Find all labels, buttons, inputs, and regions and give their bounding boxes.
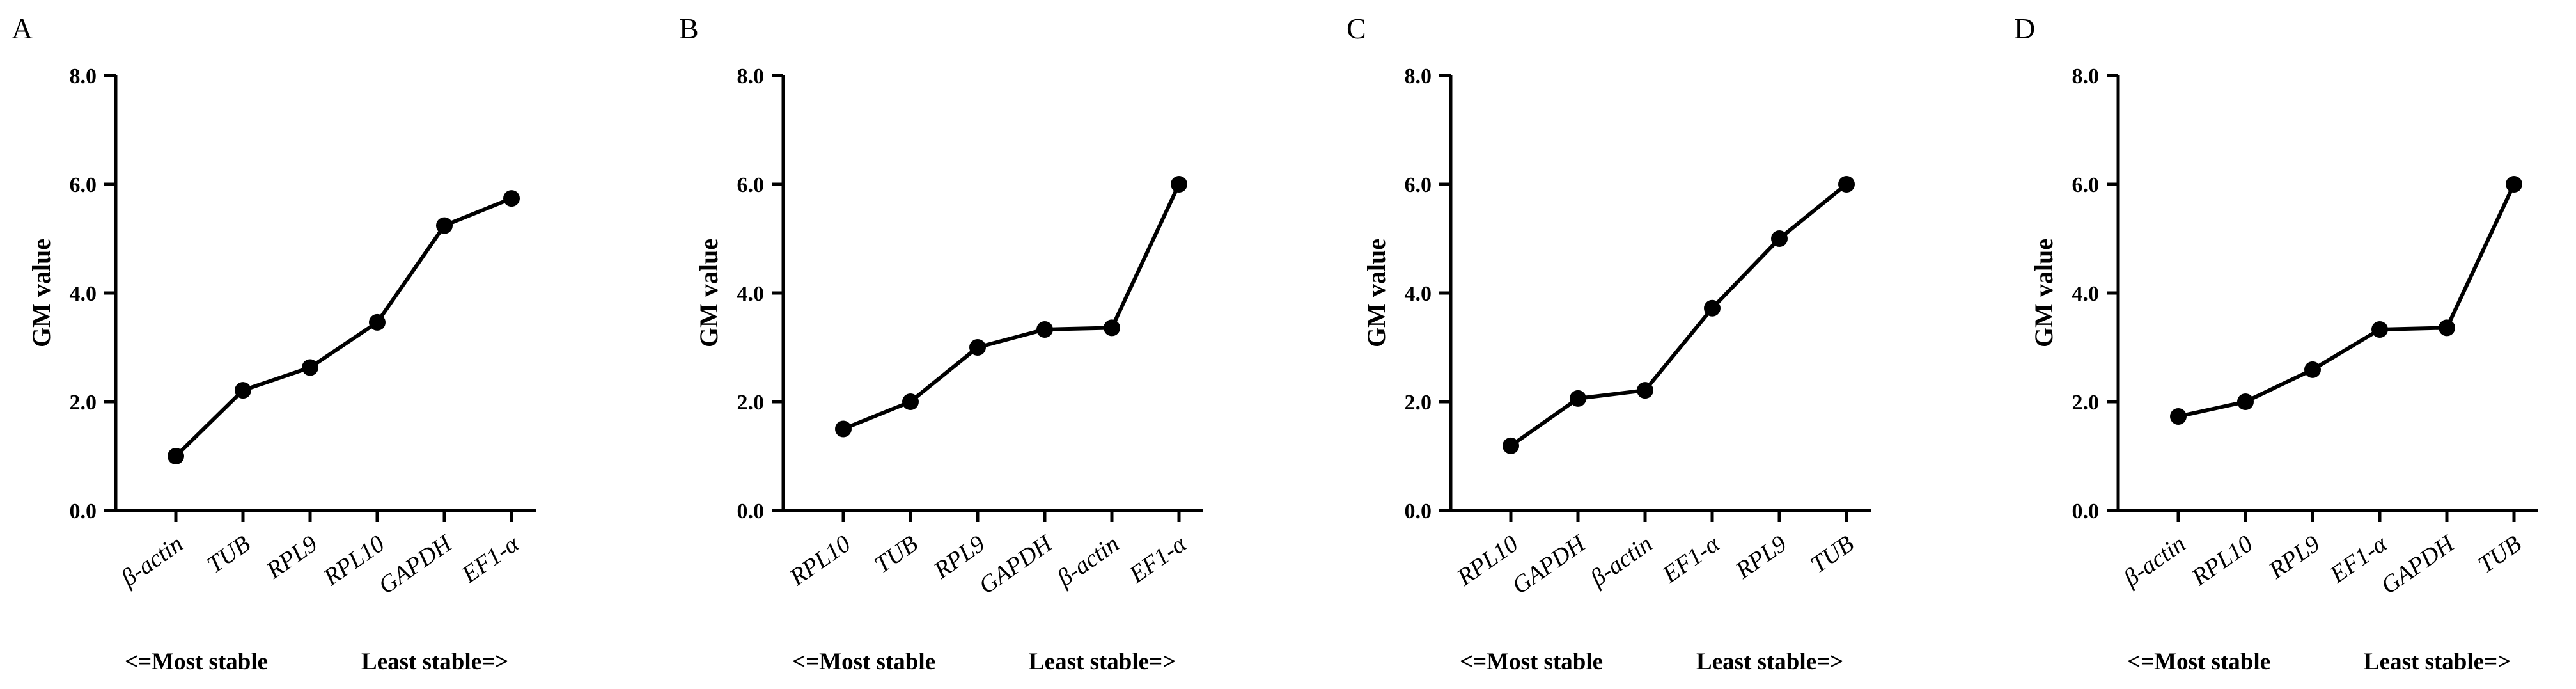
panel-b-y-tick-label: 2.0 <box>737 391 765 415</box>
panel-a-y-tick-label: 4.0 <box>70 282 97 306</box>
panel-c-data-point <box>1503 437 1519 454</box>
panel-d-x-tick-label: RPL9 <box>2263 530 2325 585</box>
panel-b-most-stable-label: <=Most stable <box>792 649 935 675</box>
panel-b-data-point <box>1036 321 1053 338</box>
panel-d-y-tick-label: 2.0 <box>2072 391 2100 415</box>
panel-a-data-point <box>302 359 318 376</box>
panel-d-y-axis-title: GM value <box>2029 239 2058 347</box>
panel-a-x-tick-label: EF1-α <box>457 530 524 589</box>
panel-d-data-point <box>2170 408 2187 425</box>
panel-d-y-tick-label: 8.0 <box>2072 65 2100 88</box>
panel-c-most-stable-label: <=Most stable <box>1460 649 1603 675</box>
panel-b-label: B <box>679 12 699 45</box>
panel-c-label: C <box>1347 12 1366 45</box>
panel-d-y-tick-label: 6.0 <box>2072 173 2100 197</box>
panel-d-y-tick-label: 4.0 <box>2072 282 2100 306</box>
panel-d-y-tick-label: 0.0 <box>2072 500 2100 523</box>
panel-d-x-tick-label: GAPDH <box>2377 530 2461 600</box>
panel-b-y-tick-label: 8.0 <box>737 65 765 88</box>
panel-a-x-tick-label: β-actin <box>116 530 188 592</box>
panel-d-data-point <box>2371 321 2388 338</box>
panel-c-y-tick-label: 6.0 <box>1405 173 1432 197</box>
panel-d-x-tick-label: RPL10 <box>2187 530 2258 592</box>
panel-c-y-tick-label: 0.0 <box>1405 500 1432 523</box>
panel-b-series-line <box>842 183 1181 431</box>
panel-a-data-point <box>369 313 386 331</box>
panel-a-x-tick-label: GAPDH <box>374 530 458 600</box>
panel-b-y-axis-title: GM value <box>694 239 723 347</box>
panel-a-data-point <box>503 190 520 207</box>
panel-b-x-tick-label: TUB <box>870 530 923 579</box>
panel-b-x-tick-label: RPL10 <box>785 530 855 592</box>
panel-b-data-point <box>969 339 986 356</box>
panel-b-data-point <box>902 393 919 410</box>
panel-c-data-point <box>1704 299 1721 317</box>
panel-c-data-point <box>1838 176 1855 193</box>
panel-a-y-tick-label: 6.0 <box>70 173 97 197</box>
panel-c-y-axis-title: GM value <box>1362 239 1391 347</box>
panel-b-data-point <box>1171 176 1187 193</box>
panel-b-least-stable-label: Least stable=> <box>1029 649 1176 675</box>
panel-a-data-point <box>235 382 251 399</box>
panel-a-most-stable-label: <=Most stable <box>125 649 268 675</box>
panel-b-y-tick-label: 4.0 <box>737 282 765 306</box>
panel-a-least-stable-label: Least stable=> <box>361 649 508 675</box>
panel-c-y-tick-label: 2.0 <box>1405 391 1432 415</box>
panel-c-x-tick-label: RPL9 <box>1730 530 1791 585</box>
panel-a-x-tick-label: RPL9 <box>261 530 322 585</box>
panel-d-data-point <box>2439 319 2455 337</box>
panel-b-x-tick-label: EF1-α <box>1124 530 1192 589</box>
panel-a-label: A <box>12 12 33 45</box>
panel-c-data-point <box>1637 382 1653 399</box>
panel-d-data-point <box>2506 176 2522 193</box>
panel-c-y-tick-label: 4.0 <box>1405 282 1432 306</box>
panel-d-series-line <box>2178 183 2516 418</box>
panel-b-x-tick-label: β-actin <box>1052 530 1124 592</box>
panel-d-most-stable-label: <=Most stable <box>2127 649 2270 675</box>
panel-b-x-tick-label: GAPDH <box>974 530 1059 600</box>
panel-c-x-tick-label: β-actin <box>1585 530 1657 592</box>
panel-a-series-line <box>174 196 513 458</box>
panel-c-data-point <box>1570 390 1586 407</box>
panel-d-data-point <box>2237 393 2254 410</box>
panel-d-data-point <box>2304 361 2321 378</box>
panel-c-chart: C0.02.04.06.08.0GM valueRPL10GAPDHβ-acti… <box>1347 12 1871 675</box>
panel-b-y-tick-label: 6.0 <box>737 173 765 197</box>
panel-c-least-stable-label: Least stable=> <box>1696 649 1843 675</box>
panel-b-data-point <box>835 420 852 438</box>
panel-d-least-stable-label: Least stable=> <box>2364 649 2511 675</box>
panel-a-data-point <box>436 217 453 234</box>
panel-c-x-tick-label: TUB <box>1806 530 1859 579</box>
panel-c-x-tick-label: EF1-α <box>1657 530 1725 589</box>
panel-d-x-tick-label: TUB <box>2473 530 2526 579</box>
panel-b-data-point <box>1104 319 1120 337</box>
panel-a-y-axis-title: GM value <box>27 239 56 347</box>
panel-d-x-tick-label: β-actin <box>2118 530 2190 592</box>
panel-a-x-tick-label: TUB <box>202 530 255 579</box>
panel-c-data-point <box>1771 230 1788 247</box>
panel-a-y-tick-label: 8.0 <box>70 65 97 88</box>
panel-c-series-line <box>1510 182 1848 448</box>
panel-a-data-point <box>168 448 184 464</box>
panel-c-y-tick-label: 8.0 <box>1405 65 1432 88</box>
panel-b-y-tick-label: 0.0 <box>737 500 765 523</box>
panel-d-label: D <box>2014 12 2035 45</box>
panel-a-y-tick-label: 0.0 <box>70 500 97 523</box>
panel-a-y-tick-label: 2.0 <box>70 391 97 415</box>
panel-c-x-tick-label: GAPDH <box>1508 530 1592 600</box>
